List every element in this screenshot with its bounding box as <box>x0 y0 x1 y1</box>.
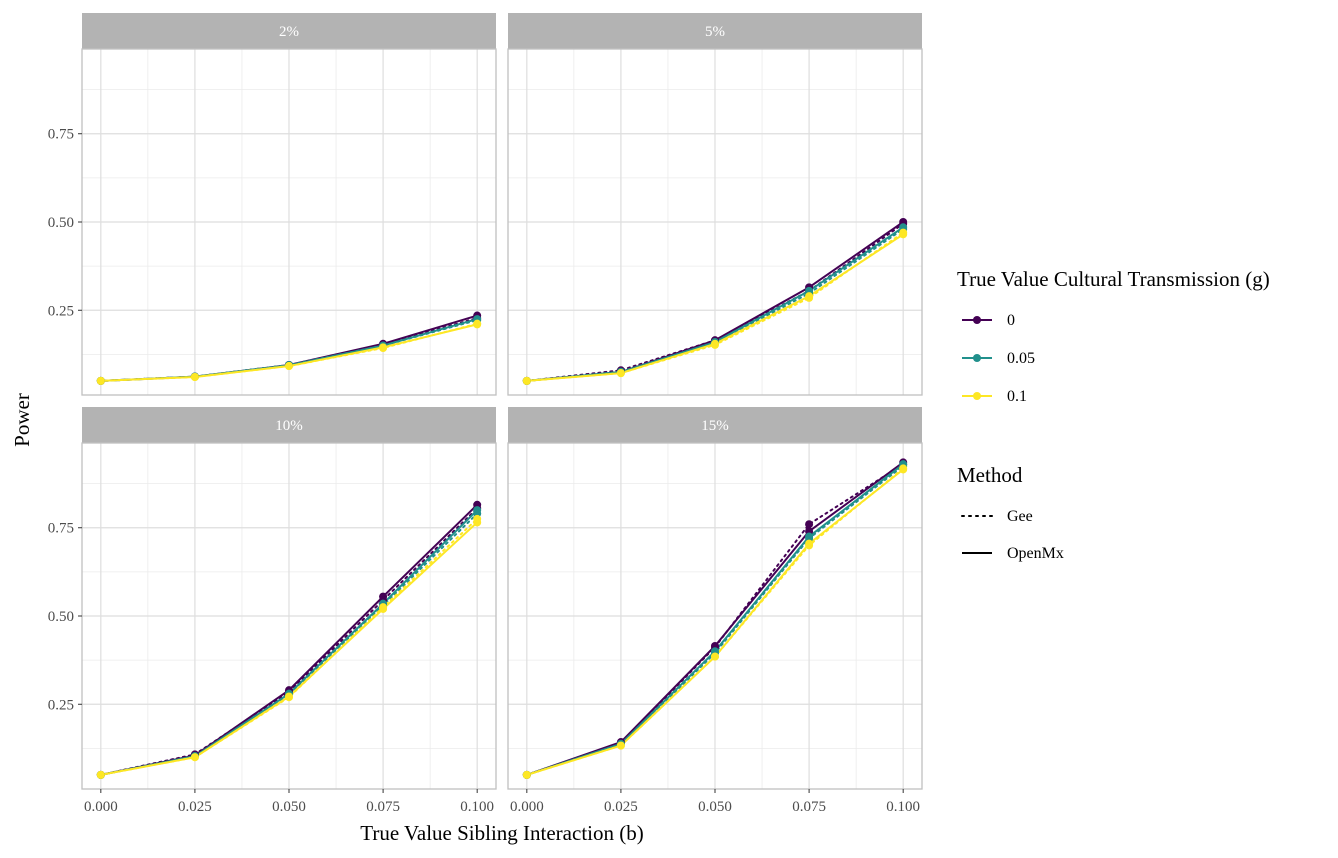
y-tick-label: 0.75 <box>48 127 74 143</box>
data-point <box>379 603 388 612</box>
strip-label: 2% <box>279 24 299 40</box>
data-point <box>522 770 531 779</box>
strip-background <box>82 407 496 443</box>
facet-panel: 10% <box>81 407 497 790</box>
legend-key-point <box>973 316 981 324</box>
y-tick-label: 0.75 <box>48 521 74 537</box>
legend-label: 0.1 <box>1007 388 1027 405</box>
y-tick-label: 0.50 <box>48 215 74 231</box>
data-point <box>190 372 199 381</box>
gee-series-line <box>99 517 479 776</box>
x-axis-title: True Value Sibling Interaction (b) <box>360 821 643 845</box>
color-legend-keys: 0 0.05 0.1 <box>962 312 1035 405</box>
data-point <box>899 228 908 237</box>
data-point <box>616 369 625 378</box>
strip-background <box>508 13 922 49</box>
y-axis-title: Power <box>10 393 34 447</box>
data-point <box>285 362 293 371</box>
data-point <box>473 514 482 523</box>
strip-background <box>508 407 922 443</box>
data-point <box>899 464 908 473</box>
data-point <box>711 652 719 661</box>
legend-label: 0 <box>1007 312 1015 329</box>
data-point <box>96 376 105 385</box>
data-point <box>805 293 814 302</box>
data-point <box>805 541 814 550</box>
facet-panel: 15% <box>507 407 923 790</box>
legend-label: 0.05 <box>1007 350 1035 367</box>
data-point <box>616 741 625 750</box>
x-tick-label: 0.075 <box>366 799 400 815</box>
panels-layer: 2% 5% 10% 15% <box>81 13 923 790</box>
x-tick-label: 0.000 <box>84 799 118 815</box>
x-tick-label: 0.000 <box>510 799 544 815</box>
x-tick-label: 0.075 <box>792 799 826 815</box>
linetype-legend-title: Method <box>957 463 1023 487</box>
x-tick-label: 0.025 <box>604 799 638 815</box>
facet-panel: 5% <box>507 13 923 396</box>
data-point <box>96 770 105 779</box>
facet-panel: 2% <box>81 13 497 396</box>
data-point <box>805 520 814 529</box>
linetype-legend-keys: Gee OpenMx <box>961 508 1064 562</box>
legend: True Value Cultural Transmission (g) 0 0.… <box>957 267 1270 562</box>
data-point <box>473 319 482 328</box>
legend-key-point <box>973 354 981 362</box>
x-tick-label: 0.025 <box>178 799 212 815</box>
strip-label: 5% <box>705 24 725 40</box>
strip-label: 10% <box>275 418 303 434</box>
strip-background <box>82 13 496 49</box>
x-tick-label: 0.050 <box>272 799 306 815</box>
color-legend-title: True Value Cultural Transmission (g) <box>957 267 1270 291</box>
legend-key-point <box>973 392 981 400</box>
x-tick-label: 0.050 <box>698 799 732 815</box>
x-tick-label: 0.100 <box>886 799 920 815</box>
y-tick-label: 0.25 <box>48 697 74 713</box>
y-tick-label: 0.50 <box>48 609 74 625</box>
legend-label: Gee <box>1007 508 1033 525</box>
data-point <box>711 340 719 349</box>
data-point <box>379 344 388 353</box>
data-point <box>522 376 531 385</box>
strip-label: 15% <box>701 418 729 434</box>
axes-layer: 0.25 0.50 0.75 0.25 0.50 0.75 0.000 0.025 0.050 0… <box>48 127 920 815</box>
legend-label: OpenMx <box>1007 545 1064 562</box>
data-point <box>285 693 293 702</box>
data-point <box>190 753 199 762</box>
y-tick-label: 0.25 <box>48 303 74 319</box>
x-tick-label: 0.100 <box>460 799 494 815</box>
panel-border <box>507 48 923 396</box>
